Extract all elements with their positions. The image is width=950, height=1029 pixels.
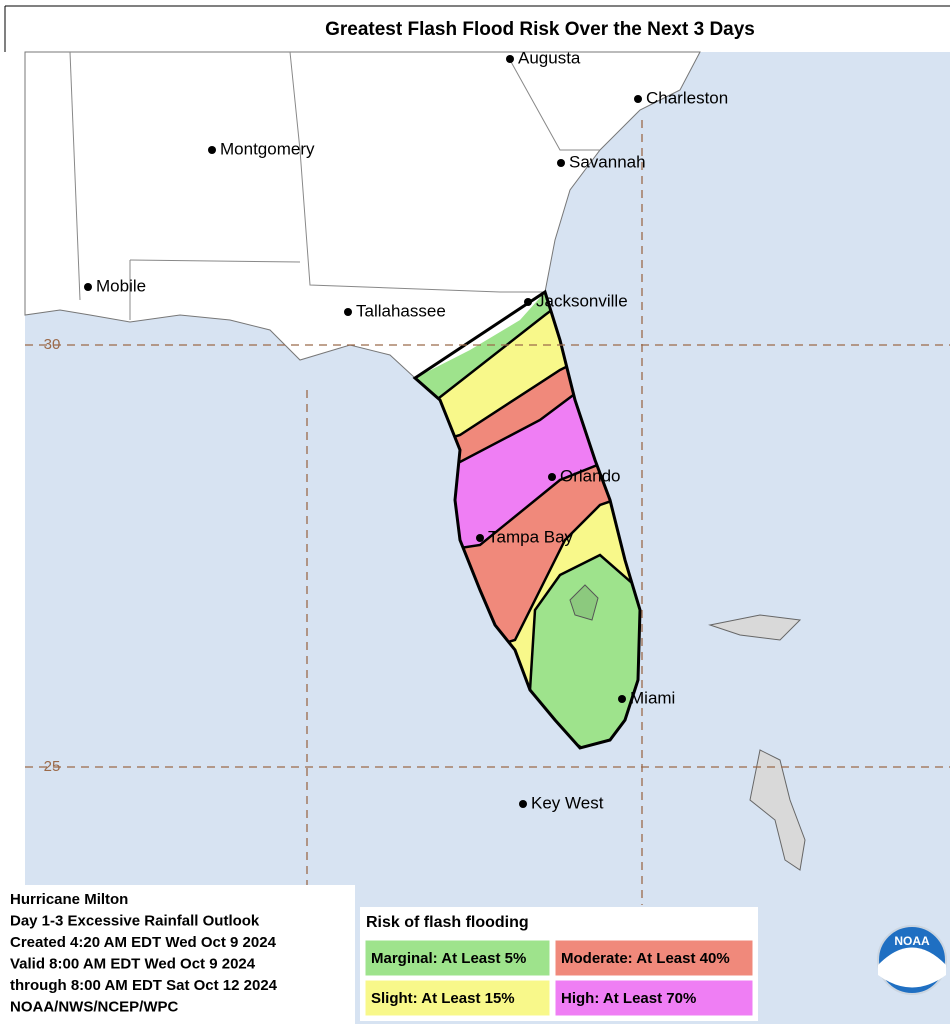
city-dot: [84, 283, 92, 291]
state-lines: [69, 51, 600, 320]
peninsula-outline: [412, 289, 642, 750]
logo-text: NOAA: [894, 934, 930, 948]
city-label: Montgomery: [220, 139, 315, 158]
info-box: [0, 885, 355, 1024]
legend-swatch: [554, 939, 754, 977]
city-label: Tampa Bay: [488, 527, 574, 546]
city-label: Jacksonville: [536, 291, 628, 310]
map-title: Greatest Flash Flood Risk Over the Next …: [325, 19, 755, 40]
city-dot: [208, 146, 216, 154]
info-line: Created 4:20 AM EDT Wed Oct 9 2024: [10, 934, 277, 951]
city-label: Augusta: [518, 48, 581, 67]
legend-label: Marginal: At Least 5%: [371, 950, 526, 967]
info-line: through 8:00 AM EDT Sat Oct 12 2024: [10, 977, 278, 994]
city-dot: [524, 298, 532, 306]
city-label: Orlando: [560, 466, 620, 485]
city-label: Mobile: [96, 276, 146, 295]
city-dot: [557, 159, 565, 167]
legend-swatch: [364, 979, 551, 1017]
legend-title: Risk of flash flooding: [366, 914, 529, 931]
graticule: [25, 120, 950, 905]
city-dot: [634, 95, 642, 103]
legend-swatch: [554, 979, 754, 1017]
city-dot: [548, 473, 556, 481]
info-line: Valid 8:00 AM EDT Wed Oct 9 2024: [10, 955, 256, 972]
info-line: NOAA/NWS/NCEP/WPC: [10, 998, 179, 1015]
info-line: Hurricane Milton: [10, 891, 128, 908]
legend-label: Slight: At Least 15%: [371, 990, 515, 1007]
city-dot: [344, 308, 352, 316]
legend-label: Moderate: At Least 40%: [561, 950, 730, 967]
city-dot: [618, 695, 626, 703]
city-dot: [476, 534, 484, 542]
city-label: Savannah: [569, 152, 646, 171]
city-dot: [519, 800, 527, 808]
city-label: Tallahassee: [356, 301, 446, 320]
latitude-label: 30: [44, 336, 61, 353]
latitude-label: 25: [44, 758, 61, 775]
info-line: Day 1-3 Excessive Rainfall Outlook: [10, 912, 260, 929]
city-label: Key West: [531, 793, 604, 812]
logo-wave: [878, 947, 946, 988]
islands: [708, 614, 806, 871]
city-label: Miami: [630, 688, 675, 707]
legend-label: High: At Least 70%: [561, 990, 696, 1007]
legend-swatch: [364, 939, 551, 977]
city-label: Charleston: [646, 88, 728, 107]
city-dot: [506, 55, 514, 63]
